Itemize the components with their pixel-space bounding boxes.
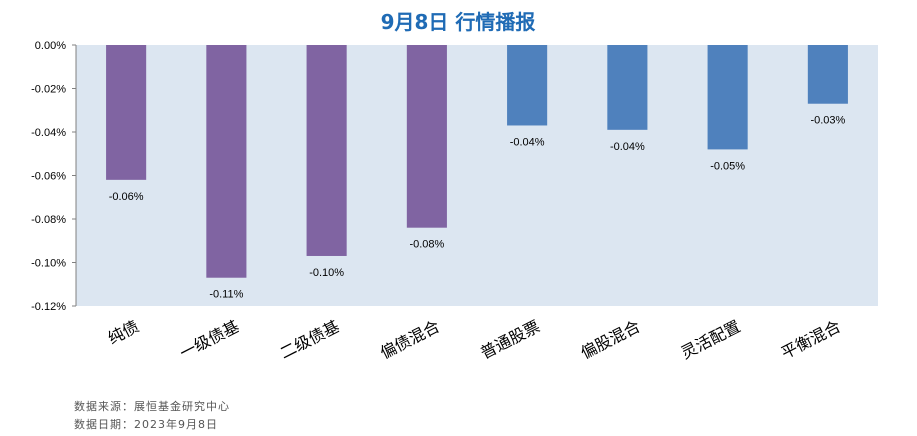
x-category-label: 偏债混合 [377,317,443,363]
x-category-label: 偏股混合 [578,317,644,363]
plot-area [76,45,878,306]
y-tick-label: -0.02% [31,84,66,96]
y-tick-label: 0.00% [35,40,66,52]
bar [406,45,447,228]
bar [306,45,347,256]
y-tick-label: -0.10% [31,258,66,270]
y-axis: 0.00% -0.02% -0.04% -0.06% -0.08% -0.10% -0.12… [31,40,77,313]
x-category-label: 一级债基 [177,317,243,363]
y-tick-label: -0.12% [31,301,66,313]
data-label: -0.06% [109,191,144,203]
data-label: -0.04% [610,141,645,153]
y-tick-label: -0.08% [31,214,66,226]
y-tick-label: -0.06% [31,171,66,183]
bar [707,45,748,150]
data-label: -0.04% [510,136,545,148]
data-label: -0.08% [409,239,444,251]
x-axis: 纯债 一级债基 二级债基 偏债混合 普通股票 偏股混合 灵活配置 平衡混合 [105,317,844,363]
x-category-label: 普通股票 [477,317,543,363]
data-date-note: 数据日期：2023年9月8日 [74,418,218,431]
data-label: -0.10% [309,267,344,279]
data-label: -0.03% [810,115,845,127]
bar [206,45,247,278]
x-category-label: 灵活配置 [678,317,744,363]
bar [607,45,648,130]
x-category-label: 平衡混合 [778,317,844,363]
y-tick-label: -0.04% [31,127,66,139]
bar [807,45,848,104]
data-source-note: 数据来源：展恒基金研究中心 [74,400,230,413]
bar [106,45,147,180]
bar [507,45,548,126]
data-label: -0.11% [209,289,243,301]
x-category-label: 二级债基 [277,317,343,363]
x-category-label: 纯债 [105,317,142,348]
chart-title: 9月8日 行情播报 [381,10,536,34]
bars [106,45,848,278]
data-labels: -0.06% -0.11% -0.10% -0.08% -0.04% -0.04% -0.0… [109,115,846,301]
data-label: -0.05% [710,160,745,172]
